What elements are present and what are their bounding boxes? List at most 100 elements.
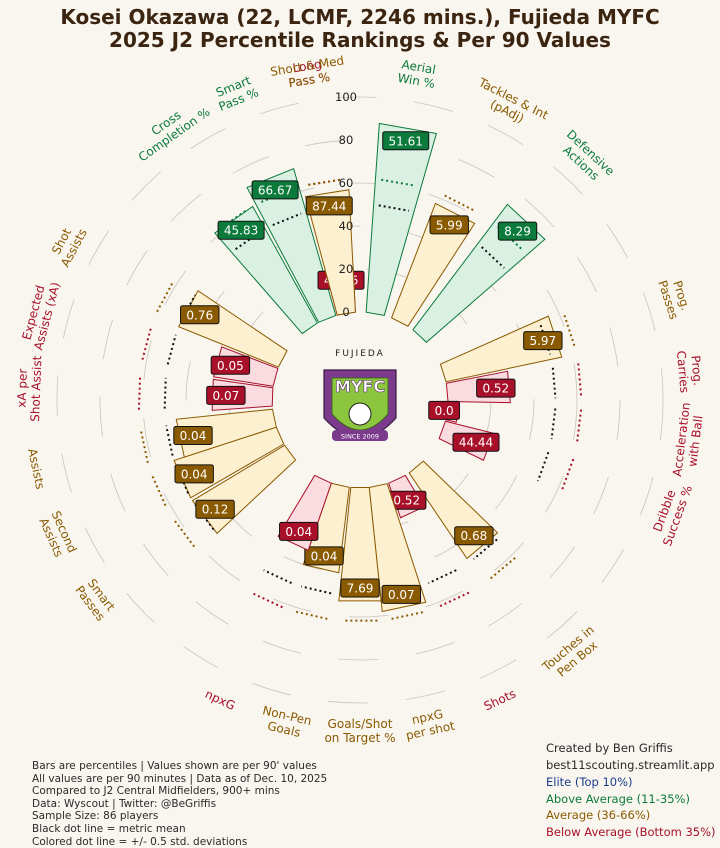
value-label-box [305, 196, 353, 216]
legend-above-average: Above Average (11-35%) [546, 791, 690, 806]
metric-label-line: Prog. [688, 355, 705, 387]
value-label-box [429, 215, 469, 235]
credit-author: Created by Ben Griffis [546, 741, 673, 755]
std-dot-line [250, 591, 283, 609]
metric-label-line: Aerial [401, 57, 437, 77]
ring-label: 80 [339, 133, 354, 147]
crest-bottom-text: SINCE 2009 [341, 433, 379, 441]
metric-bar [365, 122, 438, 316]
std-dot-line [563, 315, 577, 349]
mean-dot-line [163, 377, 167, 409]
value-label: 5.97 [529, 334, 556, 348]
club-logo: FUJIEDA MYFC SINCE 2009 [323, 349, 397, 441]
title-line-1: Kosei Okazawa (22, LCMF, 2246 mins.), Fu… [60, 5, 660, 29]
footer-line: Compared to J2 Central Midfielders, 900+… [32, 785, 280, 798]
std-dot-line [293, 610, 328, 620]
value-label: 0.12 [202, 503, 229, 517]
mean-dot-line [165, 425, 174, 456]
std-dot-line [487, 557, 516, 581]
metric-label-line: npxG [203, 687, 238, 713]
footer-line: Sample Size: 86 players [32, 810, 159, 823]
value-label-box [210, 355, 251, 375]
value-label: 8.29 [504, 225, 531, 239]
mean-dot-line [300, 585, 332, 595]
std-dot-line [141, 325, 153, 360]
value-label: 0.0 [435, 404, 454, 418]
ring-label: 100 [335, 90, 357, 104]
metric-label-line: xA per [15, 368, 30, 408]
tier-legend: Elite (Top 10%) Above Average (11-35%) A… [546, 774, 716, 840]
value-label-box [497, 221, 538, 241]
grid-ring [99, 139, 621, 661]
value-label: 44.44 [459, 436, 493, 450]
metric-label: npxG [203, 687, 238, 713]
std-dot-line [560, 458, 575, 493]
ring-label: 40 [339, 219, 354, 233]
metric-bar [246, 168, 337, 323]
value-label-box [340, 578, 380, 598]
metric-label: Tackles & Int(pAdj) [475, 75, 550, 126]
ring-label: 20 [339, 262, 354, 276]
footer-line: Black dot line = metric mean [32, 822, 186, 835]
mean-dot-line [378, 204, 410, 212]
metric-label-line: Shot Assist [28, 355, 44, 422]
std-dot-line [156, 280, 175, 313]
value-label: 0.04 [285, 525, 312, 539]
mean-dot-line [428, 569, 457, 585]
value-label-box [428, 400, 461, 420]
value-label: 0.52 [482, 382, 509, 396]
std-dot-line [388, 611, 424, 621]
value-label-box [476, 378, 516, 398]
footer-line: Data: Wyscout | Twitter: @BeGriffis [32, 797, 217, 810]
mean-dot-line [263, 569, 292, 585]
metric-label-line: on Target % [324, 731, 395, 745]
value-label: 0.52 [393, 494, 420, 508]
grid-ring [56, 96, 664, 704]
metric-label-line: Carries [674, 350, 692, 393]
mean-dot-line [551, 367, 557, 399]
value-label: 45.83 [224, 224, 258, 238]
value-label-box [174, 464, 214, 484]
std-dot-line [150, 473, 167, 507]
value-label-box [217, 220, 265, 240]
value-label-box [195, 499, 235, 519]
value-label-box [206, 385, 246, 405]
crest-ribbon [332, 430, 388, 441]
methodology-notes: Bars are percentiles | Values shown are … [32, 760, 327, 848]
std-dot-line [139, 428, 149, 464]
value-label-box [251, 180, 299, 200]
value-label: 5.99 [436, 218, 463, 232]
value-label: 7.69 [347, 581, 374, 595]
metric-bar [304, 189, 356, 316]
ring-label: 60 [339, 176, 354, 190]
radar-bars: 51.61 5.99 8.29 5.97 0.52 0.0 44.44 0.68 0.52 0.0… [137, 122, 583, 622]
value-label-box [279, 521, 319, 541]
value-label-box [381, 584, 422, 604]
value-label-box [454, 526, 494, 546]
metric-label: Prog.Passes [655, 279, 693, 322]
value-label: 0.07 [213, 389, 240, 403]
value-label-box [452, 432, 500, 452]
mean-dot-line [550, 408, 557, 440]
footer-line: Colored dot line = +/- 0.5 std. deviatio… [32, 835, 248, 848]
metric-label-line: Long [292, 57, 323, 75]
metric-label-line: Shots [482, 687, 518, 714]
mean-dot-line [536, 451, 550, 482]
metric-label-line: Win % [396, 71, 436, 91]
std-dot-line [444, 194, 477, 213]
value-label: 0.04 [181, 467, 208, 481]
metric-label: Assists [25, 447, 47, 490]
metric-bar [368, 483, 427, 613]
credit-block: Created by Ben Griffis best11scouting.st… [546, 740, 715, 774]
metric-label-line: Assists [25, 447, 47, 490]
ring-label: 0 [342, 305, 349, 319]
mean-dot-line [481, 246, 505, 269]
